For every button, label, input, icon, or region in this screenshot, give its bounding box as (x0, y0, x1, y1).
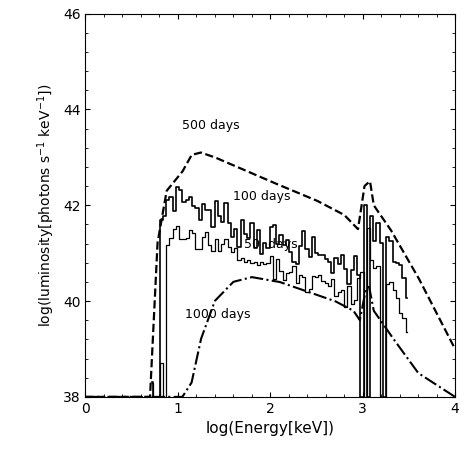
Text: 100 days: 100 days (233, 190, 291, 203)
X-axis label: log(Energy[keV]): log(Energy[keV]) (206, 421, 335, 436)
Y-axis label: log(luminosity[photons s$^{-1}$ keV$^{-1}$]): log(luminosity[photons s$^{-1}$ keV$^{-1… (36, 83, 57, 327)
Text: 500 days: 500 days (182, 119, 240, 132)
Text: 50  days: 50 days (244, 238, 298, 251)
Text: 1000 days: 1000 days (185, 308, 251, 321)
